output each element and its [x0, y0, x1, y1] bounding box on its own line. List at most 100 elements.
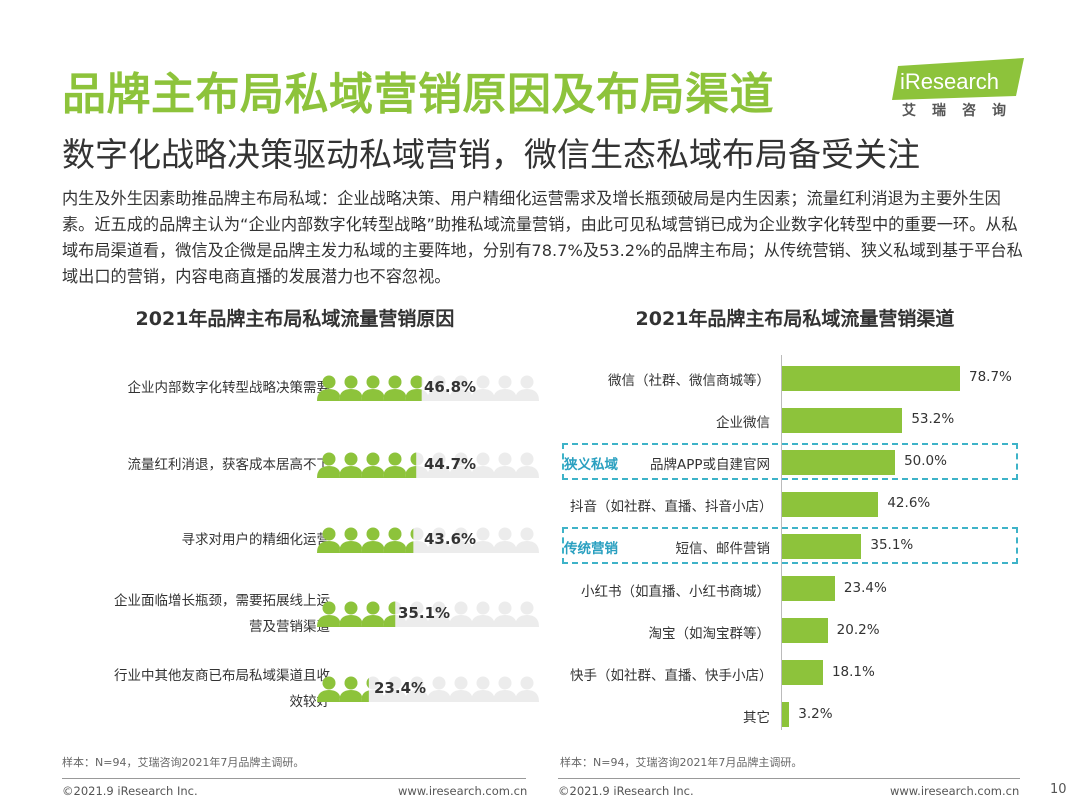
- person-icon: [426, 451, 452, 483]
- reason-label: 企业面临增长瓶颈，需要拓展线上运营及营销渠道: [30, 588, 330, 640]
- person-icon: [448, 374, 474, 406]
- person-icon: [360, 374, 386, 406]
- channel-bar: [782, 365, 960, 391]
- group-label: 传统营销: [564, 541, 618, 558]
- person-icon: [470, 600, 496, 632]
- person-icon: [514, 526, 540, 558]
- footer-divider-right: [558, 778, 1020, 779]
- channel-bar: [782, 449, 896, 475]
- reason-label-line: 企业内部数字化转型战略决策需要: [127, 380, 331, 396]
- reason-label-line: 营及营销渠道: [249, 619, 330, 635]
- reason-label-line: 效较好: [289, 694, 331, 710]
- channel-bar: [782, 491, 879, 517]
- channel-bar: [782, 407, 903, 433]
- reason-label-line: 寻求对用户的精细化运营: [181, 532, 331, 548]
- group-label: 狭义私域: [564, 457, 618, 474]
- person-icon: [360, 526, 386, 558]
- person-icon: [382, 600, 408, 632]
- channel-bar: [782, 660, 823, 686]
- channel-value: 42.6%: [887, 495, 931, 512]
- person-icon: [470, 526, 496, 558]
- person-icon: [492, 451, 518, 483]
- person-icon: [404, 451, 430, 483]
- person-icon: [448, 600, 474, 632]
- person-icon: [448, 675, 474, 707]
- person-icon: [338, 451, 364, 483]
- url-right: www.iresearch.com.cn: [890, 784, 1020, 798]
- person-icon: [316, 675, 342, 707]
- channel-label: 抖音（如社群、直播、抖音小店）: [570, 499, 773, 516]
- channel-label: 淘宝（如淘宝群等）: [648, 625, 771, 642]
- channel-value: 3.2%: [798, 705, 833, 722]
- person-icon: [492, 675, 518, 707]
- reason-label: 流量红利消退，获客成本居高不下: [30, 452, 331, 478]
- person-icon: [448, 451, 474, 483]
- person-icon: [470, 451, 496, 483]
- person-icon: [316, 600, 342, 632]
- person-icon: [382, 526, 408, 558]
- description-paragraph: 内生及外生因素助推品牌主布局私域：企业战略决策、用户精细化运营需求及增长瓶颈破局…: [62, 189, 1023, 286]
- reason-label: 企业内部数字化转型战略决策需要: [30, 375, 331, 401]
- logo-cn-text: 艾瑞咨询: [902, 103, 1022, 119]
- channel-axis-line: [781, 355, 782, 730]
- reason-label: 寻求对用户的精细化运营: [30, 527, 331, 553]
- sample-note-right: 样本：N=94，艾瑞咨询2021年7月品牌主调研。: [560, 756, 803, 769]
- person-icon: [492, 374, 518, 406]
- channel-label: 小红书（如直播、小红书商城）: [581, 583, 770, 600]
- person-icon: [316, 451, 342, 483]
- channel-bar: [782, 702, 790, 728]
- copyright-left: ©2021.9 iResearch Inc.: [62, 784, 198, 798]
- channel-value: 18.1%: [831, 663, 875, 680]
- page-subtitle: 数字化战略决策驱动私域营销，微信生态私域布局备受关注: [62, 135, 920, 174]
- reason-value: 44.7%: [424, 455, 477, 473]
- reason-label: 行业中其他友商已布局私域渠道且收效较好: [30, 663, 330, 715]
- channel-label: 企业微信: [716, 415, 770, 432]
- page-number: 10: [1050, 782, 1067, 797]
- person-icon: [514, 675, 540, 707]
- reason-value: 43.6%: [424, 530, 477, 548]
- person-icon: [470, 374, 496, 406]
- channel-label: 快手（如社群、直播、快手小店）: [570, 667, 773, 684]
- person-icon: [338, 600, 364, 632]
- copyright-right: ©2021.9 iResearch Inc.: [558, 784, 694, 798]
- person-icon: [404, 526, 430, 558]
- channel-bar: [782, 533, 862, 559]
- person-icon: [338, 526, 364, 558]
- reason-label-line: 行业中其他友商已布局私域渠道且收: [114, 668, 330, 684]
- reason-value: 35.1%: [398, 604, 451, 622]
- person-icon: [316, 374, 342, 406]
- person-icon: [316, 526, 342, 558]
- person-icon: [338, 675, 364, 707]
- footer-divider-left: [62, 778, 526, 779]
- channel-value: 50.0%: [904, 453, 947, 470]
- person-icon: [470, 675, 496, 707]
- person-icon: [360, 600, 386, 632]
- channel-value: 23.4%: [843, 579, 887, 596]
- person-icon: [514, 374, 540, 406]
- person-icon: [404, 374, 430, 406]
- channel-value: 53.2%: [911, 411, 955, 428]
- channel-bar: [782, 618, 828, 644]
- channel-label: 短信、邮件营销: [675, 541, 771, 558]
- person-icon: [338, 374, 364, 406]
- group-highlight-box: [562, 527, 1018, 565]
- person-icon: [360, 675, 386, 707]
- person-icon: [382, 675, 408, 707]
- person-icon: [514, 600, 540, 632]
- page-title: 品牌主布局私域营销原因及布局渠道: [62, 69, 774, 120]
- reason-label-line: 企业面临增长瓶颈，需要拓展线上运: [114, 593, 330, 609]
- channel-value: 20.2%: [836, 621, 880, 638]
- reason-value: 23.4%: [374, 679, 427, 697]
- reason-value: 46.8%: [424, 378, 477, 396]
- person-icon: [382, 451, 408, 483]
- person-icon: [492, 600, 518, 632]
- sample-note-left: 样本：N=94，艾瑞咨询2021年7月品牌主调研。: [62, 756, 305, 769]
- person-icon: [448, 526, 474, 558]
- person-icon: [404, 600, 430, 632]
- group-highlight-box: [562, 443, 1018, 481]
- person-icon: [404, 675, 430, 707]
- person-icon: [426, 600, 452, 632]
- person-icon: [382, 374, 408, 406]
- channel-value: 35.1%: [870, 537, 914, 554]
- person-icon: [426, 374, 452, 406]
